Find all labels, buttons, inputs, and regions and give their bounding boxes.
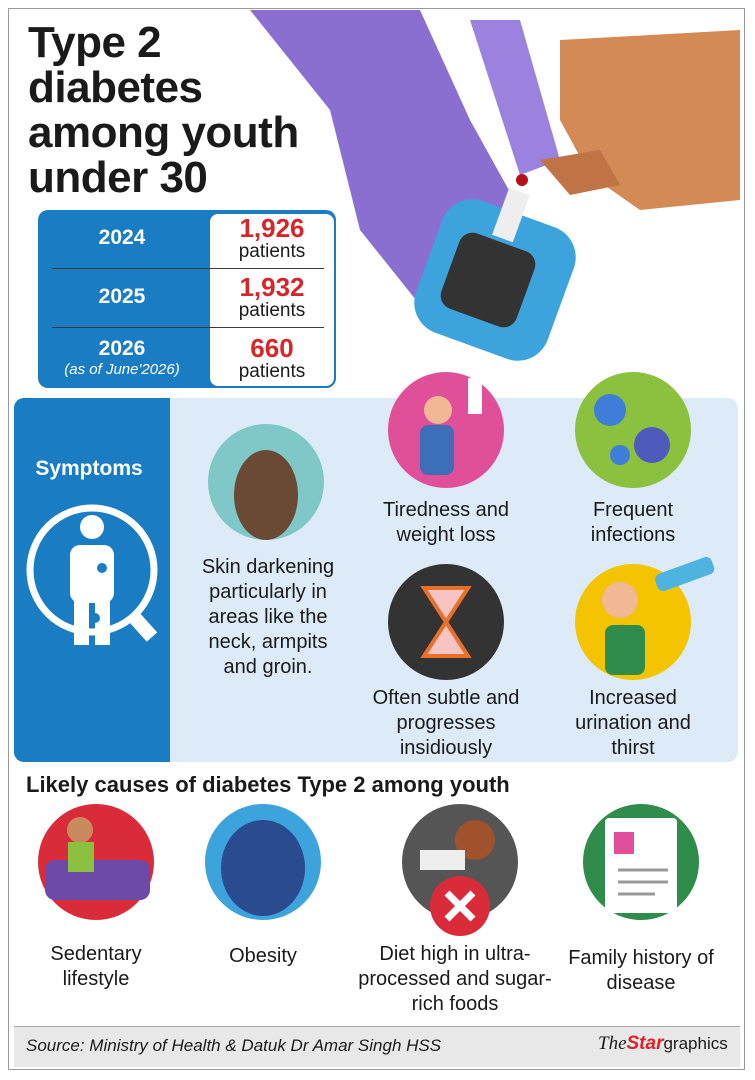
stats-row: 2025 1,932 patients (38, 269, 336, 327)
cause-icons-shape (68, 842, 94, 872)
cause-icons-shape (67, 817, 93, 843)
year: 2024 (98, 226, 146, 249)
stats-row: 2024 1,926 patients (38, 210, 336, 268)
patient-count: 1,932 (239, 272, 305, 302)
cause-icons-shape (45, 860, 150, 900)
symptoms-title: Symptoms (35, 457, 143, 480)
symptom-label: Increased urination and thirst (575, 687, 691, 759)
logo-graphics: graphics (663, 1034, 728, 1053)
logo-star: Star (626, 1033, 664, 1054)
title: Type 2 diabetes among youth under 30 (28, 20, 299, 200)
cause-label: Family history of disease (568, 947, 714, 994)
row-divider (52, 327, 324, 328)
source: Source: Ministry of Health & Datuk Dr Am… (26, 1036, 442, 1055)
cause-icons (38, 804, 699, 936)
cause-icons-shape (444, 890, 476, 922)
symptoms-panel (14, 398, 170, 762)
hero-image-shape (492, 187, 530, 243)
cause-label: Obesity (229, 945, 297, 967)
cause-label: Sedentary lifestyle (50, 943, 142, 990)
cause-icons-shape (618, 868, 668, 896)
stats-table: 2024 1,926 patients 2025 1,932 patients … (38, 210, 336, 388)
hero-image-shape (440, 232, 536, 328)
unit: patients (238, 361, 306, 382)
hero-image-shape (516, 174, 528, 186)
row-divider (52, 268, 324, 269)
frame (8, 8, 745, 1070)
logo-the: The (598, 1033, 627, 1054)
stats-panel (208, 212, 336, 388)
patient-count: 1,926 (239, 213, 305, 243)
symptom-label: Frequent infections (590, 499, 676, 546)
symptom-label: Tiredness and weight loss (383, 499, 509, 546)
hero-image-shape (470, 20, 560, 175)
unit: patients (238, 241, 306, 262)
causes-title: Likely causes of diabetes Type 2 among y… (26, 772, 510, 797)
logo: TheStargraphics (598, 1033, 728, 1055)
title-line: under 30 (28, 153, 208, 202)
title-line: among youth (28, 108, 299, 157)
cause-icons-shape (221, 820, 305, 916)
symptom-label: Skin darkening particularly in areas lik… (201, 556, 335, 678)
stats-row: 2026 (as of June'2026) 660 patients (38, 328, 336, 386)
cause-icons-shape (614, 832, 634, 854)
hero-image-shape (540, 150, 620, 195)
year: 2026 (98, 337, 146, 360)
cause-label: Diet high in ultra-processed and sugar-r… (358, 943, 552, 1015)
footer (14, 1026, 740, 1067)
year: 2025 (98, 285, 146, 308)
title-line: diabetes (28, 63, 203, 112)
year-note: (as of June'2026) (64, 361, 180, 378)
unit: patients (238, 300, 306, 321)
symptom-label: Often subtle and progresses insidiously (372, 687, 520, 759)
hero-image (250, 10, 740, 361)
patient-count: 660 (250, 333, 294, 363)
title-line: Type 2 (28, 18, 162, 67)
cause-icons-shape (420, 850, 465, 870)
